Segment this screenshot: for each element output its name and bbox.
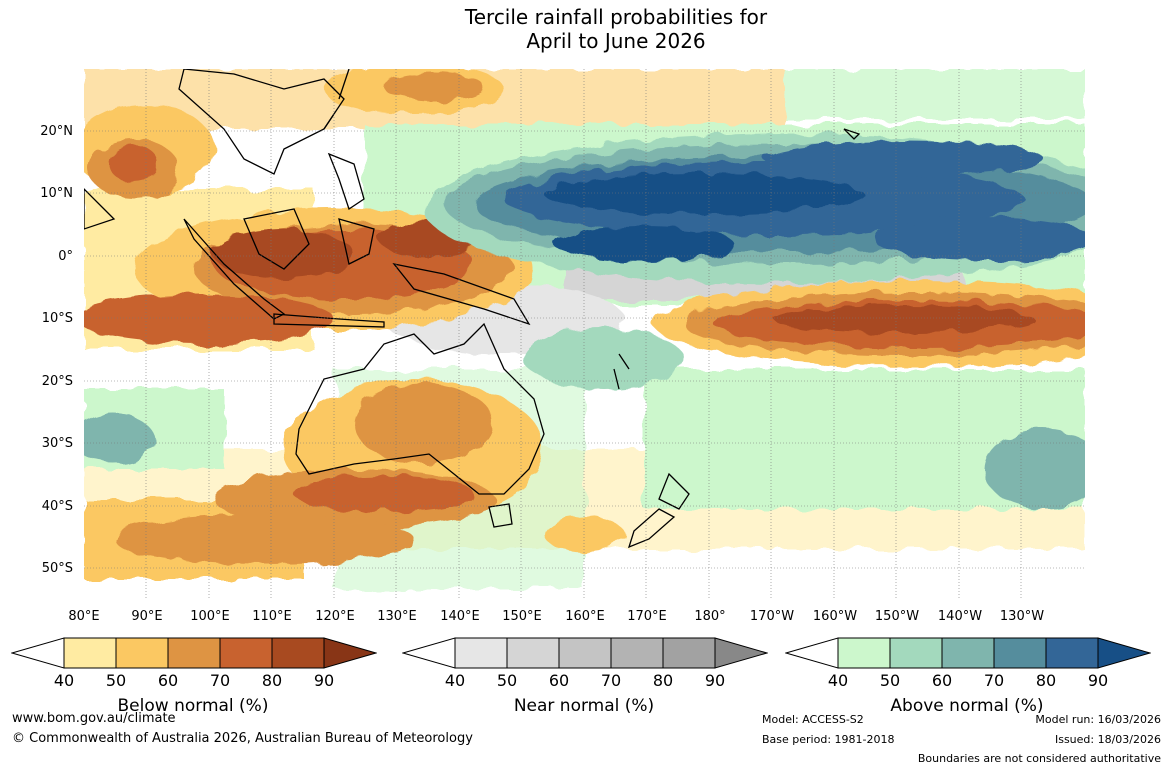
lon-label: 80°E (68, 609, 100, 624)
colorbar-tick: 80 (1035, 671, 1057, 690)
lon-label: 100°E (190, 609, 230, 624)
near-normal-colorbar (402, 637, 768, 669)
colorbar-tick: 90 (313, 671, 335, 690)
lon-label: 140°W (937, 609, 983, 624)
colorbar-swatch (506, 637, 560, 669)
colorbar-swatch (993, 637, 1047, 669)
below-normal-legend-title: Below normal (%) (117, 696, 269, 716)
colorbar-tick: 50 (879, 671, 901, 690)
colorbar-swatch (271, 637, 325, 669)
colorbar-min-triangle (11, 637, 65, 669)
colorbar-swatch (219, 637, 273, 669)
colorbar-min-triangle (402, 637, 456, 669)
lat-label: 40°S (41, 499, 73, 514)
colorbar-max-triangle (323, 637, 377, 669)
lon-label: 130°W (999, 609, 1045, 624)
lon-label: 170°E (627, 609, 667, 624)
colorbar-swatch (1045, 637, 1099, 669)
lat-label: 30°S (41, 436, 73, 451)
above-normal-colorbar (785, 637, 1151, 669)
colorbar-swatch (941, 637, 995, 669)
colorbar-tick: 90 (704, 671, 726, 690)
colorbar-swatch (558, 637, 612, 669)
colorbar-tick: 40 (444, 671, 466, 690)
colorbar-tick: 60 (931, 671, 953, 690)
colorbar-tick: 60 (548, 671, 570, 690)
above-normal-legend-title: Above normal (%) (890, 696, 1044, 716)
colorbar-swatch (454, 637, 508, 669)
lon-label: 140°E (440, 609, 480, 624)
lat-label: 20°N (40, 124, 73, 139)
rainfall-probability-map (84, 69, 1085, 600)
lon-label: 170°W (749, 609, 795, 624)
colorbar-max-triangle (1097, 637, 1151, 669)
website-link[interactable]: www.bom.gov.au/climate (12, 711, 176, 726)
colorbar-swatch (662, 637, 716, 669)
lat-label: 0° (58, 249, 73, 264)
colorbar-swatch (115, 637, 169, 669)
boundaries-disclaimer: Boundaries are not considered authoritat… (917, 752, 1161, 765)
lat-label: 10°S (41, 311, 73, 326)
model-name: Model: ACCESS-S2 (762, 713, 864, 726)
lon-label: 90°E (131, 609, 163, 624)
lon-label: 160°E (565, 609, 605, 624)
base-period: Base period: 1981-2018 (762, 733, 895, 746)
map-title-line1: Tercile rainfall probabilities for (464, 5, 768, 29)
colorbar-tick: 70 (983, 671, 1005, 690)
colorbar-swatch (610, 637, 664, 669)
probability-fields (84, 69, 1085, 589)
colorbar-tick: 40 (53, 671, 75, 690)
copyright-notice: © Commonwealth of Australia 2026, Austra… (12, 731, 473, 746)
lon-label: 110°E (252, 609, 292, 624)
colorbar-swatch (837, 637, 891, 669)
colorbar-swatch (889, 637, 943, 669)
lat-label: 50°S (41, 561, 73, 576)
colorbar-max-triangle (714, 637, 768, 669)
lon-label: 130°E (377, 609, 417, 624)
colorbar-tick: 40 (827, 671, 849, 690)
colorbar-tick: 50 (105, 671, 127, 690)
map-title-line2: April to June 2026 (526, 29, 706, 53)
colorbar-min-triangle (785, 637, 839, 669)
colorbar-tick: 80 (652, 671, 674, 690)
lon-label: 150°E (502, 609, 542, 624)
near-normal-legend-title: Near normal (%) (513, 696, 655, 716)
lon-label: 150°W (874, 609, 920, 624)
colorbar-tick: 70 (209, 671, 231, 690)
colorbar-swatch (167, 637, 221, 669)
lon-label: 180° (694, 609, 726, 624)
colorbar-tick: 90 (1087, 671, 1109, 690)
lon-label: 120°E (315, 609, 355, 624)
colorbar-swatch (63, 637, 117, 669)
graticule (84, 69, 1085, 600)
colorbar-tick: 70 (600, 671, 622, 690)
colorbar-tick: 60 (157, 671, 179, 690)
lon-label: 160°W (812, 609, 858, 624)
lat-label: 10°N (40, 186, 73, 201)
colorbar-tick: 80 (261, 671, 283, 690)
lat-label: 20°S (41, 374, 73, 389)
below-normal-colorbar (11, 637, 377, 669)
model-run-date: Model run: 16/03/2026 (1035, 713, 1161, 726)
colorbar-tick: 50 (496, 671, 518, 690)
issued-date: Issued: 18/03/2026 (1054, 733, 1161, 746)
